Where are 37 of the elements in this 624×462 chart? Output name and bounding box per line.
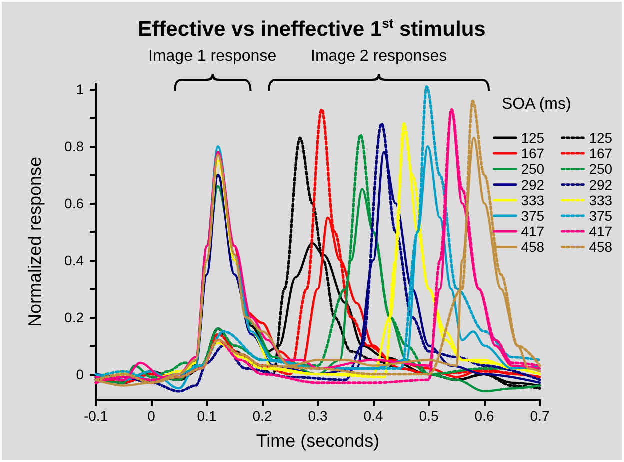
y-tick-label: 1 xyxy=(76,82,84,98)
y-tick-label: 0.4 xyxy=(64,252,84,269)
x-tick-label: 0.5 xyxy=(419,408,439,424)
legend-label: 333 xyxy=(589,192,613,208)
x-tick-label: 0.1 xyxy=(197,408,217,424)
legend-label: 167 xyxy=(521,146,545,162)
x-tick-label: 0 xyxy=(148,408,156,424)
legend-label: 417 xyxy=(589,224,613,240)
y-tick-label: 0 xyxy=(76,366,84,382)
chart-title: Effective vs ineffective 1$^{st}$ stimulus xyxy=(137,16,487,42)
y-axis-title: Normalized response xyxy=(25,156,45,328)
legend-label: 458 xyxy=(589,239,613,256)
legend-label: 125 xyxy=(589,130,613,146)
legend-label: 292 xyxy=(589,176,613,193)
legend-label: 250 xyxy=(589,161,613,178)
x-tick-label: -0.1 xyxy=(84,408,108,424)
x-tick-label: 0.7 xyxy=(530,408,550,424)
legend-label: 375 xyxy=(589,208,613,224)
legend-label: 417 xyxy=(521,224,545,240)
legend-label: 333 xyxy=(521,192,545,208)
legend-label: 167 xyxy=(589,146,613,162)
legend-label: 250 xyxy=(521,161,545,178)
x-tick-label: 0.3 xyxy=(308,408,328,424)
text: Image 1 response xyxy=(148,48,277,66)
x-tick-label: 0.6 xyxy=(474,408,494,424)
legend-label: 375 xyxy=(521,208,545,224)
x-axis-title: Time (seconds) xyxy=(256,431,380,451)
legend-title: SOA (ms) xyxy=(502,96,572,114)
y-tick-label: 0.2 xyxy=(64,309,84,326)
y-tick-label: 0.6 xyxy=(64,196,84,212)
x-tick-label: 0.2 xyxy=(252,408,272,424)
legend-label: 292 xyxy=(521,176,545,193)
y-tick-label: 0.8 xyxy=(64,138,84,155)
text: Image 2 responses xyxy=(311,48,448,66)
legend-label: 458 xyxy=(521,239,545,256)
x-tick-label: 0.4 xyxy=(364,408,384,424)
legend-label: 125 xyxy=(521,130,545,146)
